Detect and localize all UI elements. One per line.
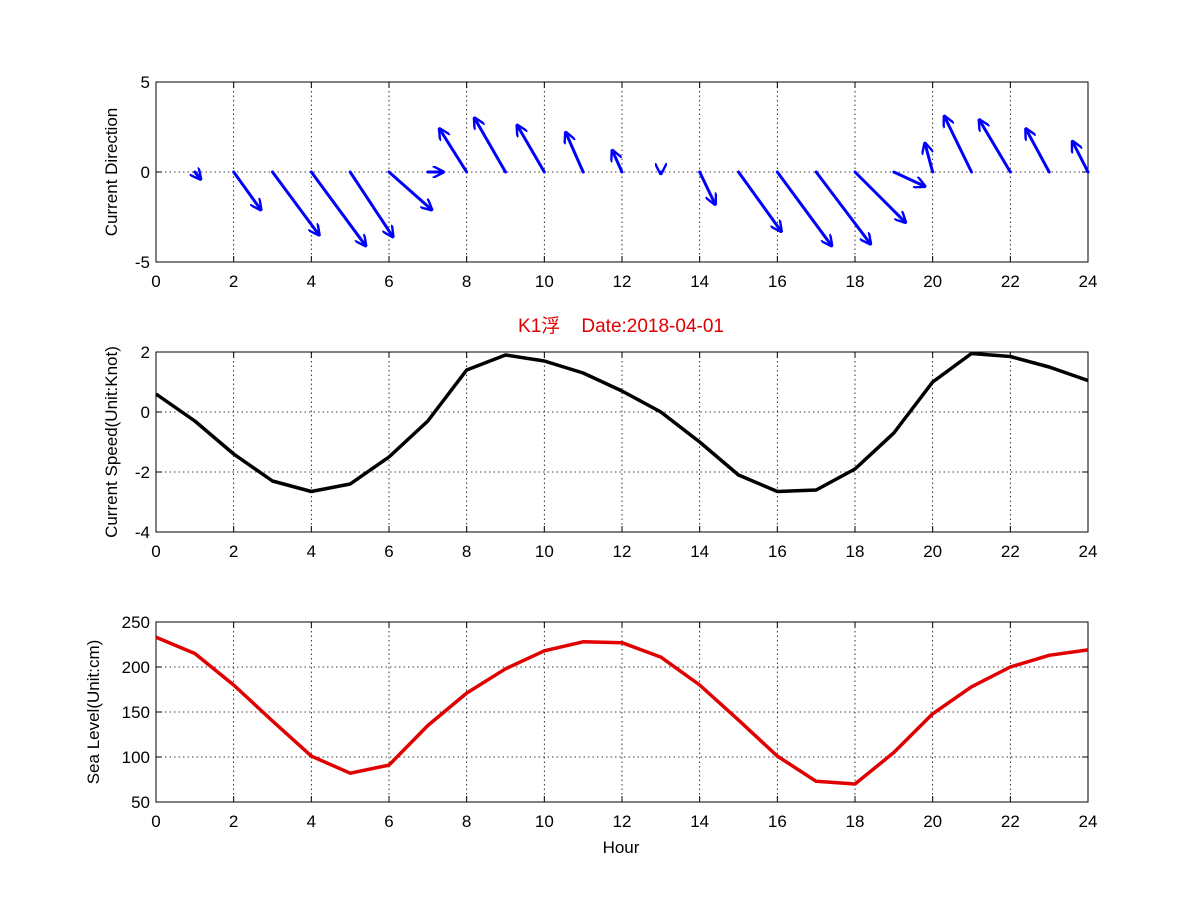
current-arrow [698,170,716,204]
x-tick-label: 24 [1079,272,1098,291]
speed-panel: 0 2 4 6 8 10 12 14 16 18 20 22 24-4-202 Current Spee… [102,343,1097,561]
x-tick-label: 6 [384,272,393,291]
x-tick-label: 22 [1001,812,1020,831]
x-tick-label: 6 [384,812,393,831]
y-tick-label: 0 [141,163,150,182]
speed-ticks: 0 2 4 6 8 10 12 14 16 18 20 22 24-4-202 [135,343,1098,561]
sea-level-ylabel: Sea Level(Unit:cm) [84,640,103,785]
x-tick-label: 2 [229,812,238,831]
x-tick-label: 24 [1079,812,1098,831]
sea-level-line-group [155,635,1089,786]
current-arrow [387,170,432,210]
x-tick-label: 10 [535,812,554,831]
x-tick-label: 10 [535,272,554,291]
direction-panel: 0 2 4 6 8 10 12 14 16 18 20 22 24-505 Current Direct… [102,73,1097,291]
sea-level-grid [156,622,1088,802]
direction-ylabel: Current Direction [102,108,121,237]
y-tick-label: 2 [141,343,150,362]
current-arrow [1072,141,1090,174]
current-arrow [775,170,831,246]
x-tick-label: 16 [768,542,787,561]
current-arrow [814,170,870,244]
current-arrow [474,118,507,174]
x-tick-label: 18 [846,542,865,561]
x-tick-label: 12 [613,272,632,291]
x-tick-label: 20 [923,542,942,561]
x-tick-label: 20 [923,272,942,291]
y-tick-label: 100 [122,748,150,767]
direction-arrows [195,116,1090,246]
x-tick-label: 8 [462,542,471,561]
x-tick-label: 20 [923,812,942,831]
current-arrow [517,125,546,174]
x-tick-label: 12 [613,812,632,831]
y-tick-label: 150 [122,703,150,722]
speed-ylabel: Current Speed(Unit:Knot) [102,346,121,538]
hour-xlabel: Hour [603,838,640,857]
x-tick-label: 12 [613,542,632,561]
y-tick-label: -5 [135,253,150,272]
current-arrow [271,170,320,235]
current-arrow [853,170,905,222]
speed-line [155,351,1089,494]
x-tick-label: 0 [151,542,160,561]
current-arrow [944,116,973,174]
current-arrow [348,170,393,237]
y-tick-label: 250 [122,613,150,632]
current-arrow [612,150,624,174]
y-tick-label: 0 [141,403,150,422]
current-arrow [737,170,782,231]
current-arrow [892,170,925,186]
y-tick-label: -2 [135,463,150,482]
x-tick-label: 0 [151,812,160,831]
x-tick-label: 4 [307,812,316,831]
x-tick-label: 2 [229,542,238,561]
x-tick-label: 10 [535,542,554,561]
x-tick-label: 24 [1079,542,1098,561]
y-tick-label: 5 [141,73,150,92]
x-tick-label: 14 [690,812,709,831]
current-arrow [232,170,261,210]
sea-level-line [155,635,1089,786]
x-tick-label: 22 [1001,272,1020,291]
x-tick-label: 22 [1001,542,1020,561]
y-tick-label: 50 [131,793,150,812]
x-tick-label: 8 [462,812,471,831]
direction-ticks: 0 2 4 6 8 10 12 14 16 18 20 22 24-505 [135,73,1098,291]
current-arrow [566,132,585,174]
speed-line-group [155,351,1089,494]
x-tick-label: 0 [151,272,160,291]
x-tick-label: 4 [307,272,316,291]
current-arrow [979,120,1012,174]
x-tick-label: 14 [690,542,709,561]
current-arrow [439,129,469,174]
x-tick-label: 18 [846,272,865,291]
y-tick-label: -4 [135,523,150,542]
x-tick-label: 16 [768,272,787,291]
x-tick-label: 4 [307,542,316,561]
current-arrow [925,143,935,174]
x-tick-label: 16 [768,812,787,831]
current-arrow [1026,129,1051,174]
x-tick-label: 8 [462,272,471,291]
x-tick-label: 18 [846,812,865,831]
x-tick-label: 14 [690,272,709,291]
x-tick-label: 6 [384,542,393,561]
y-tick-label: 200 [122,658,150,677]
x-tick-label: 2 [229,272,238,291]
current-arrow [309,170,365,246]
current-arrow [195,172,201,179]
chart-title: K1浮 Date:2018-04-01 [518,315,724,337]
